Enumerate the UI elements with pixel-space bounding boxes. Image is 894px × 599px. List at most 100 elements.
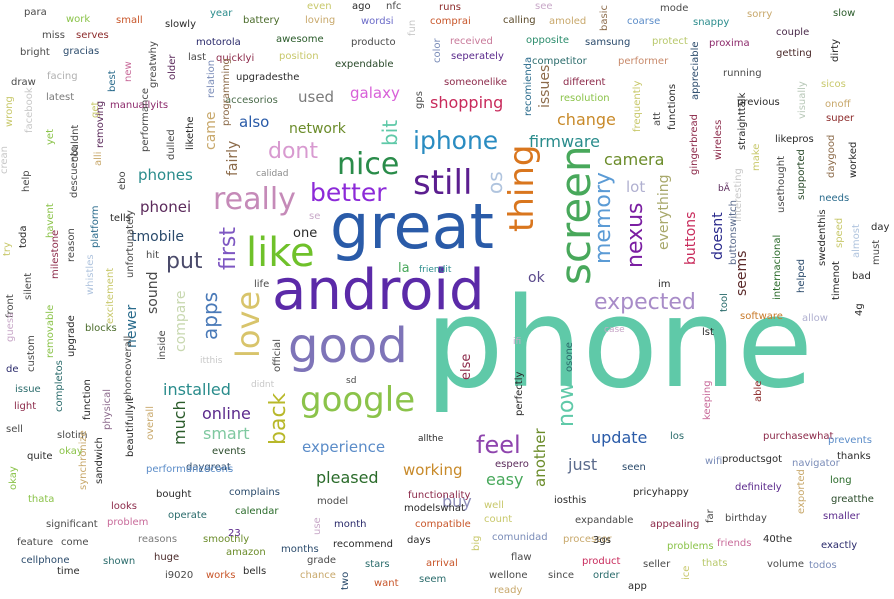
word-smoothly: reasons [138,534,178,545]
word-amoled: amoled [549,16,587,27]
word-new: issues [537,64,553,108]
word-samsung: samsung [585,37,631,48]
word-helped: speed [834,217,845,248]
word-accesorios: accesorios [225,95,278,106]
word-change: change [557,110,616,129]
word-didnt: didnt [251,380,275,390]
word-visually: supported [796,149,807,200]
word-programming: likethe [185,116,196,150]
word-position: position [279,51,319,62]
word-looks: greatthe [831,494,874,505]
word-synchronize: beautifullyit [125,397,136,457]
word-supported: usethought [776,155,787,213]
word-physical: completos [54,360,65,412]
word-even: even [307,1,332,12]
word-descuento: platform [90,205,101,249]
word-opposite: opposite [526,35,569,46]
word-wordsi: wordsi [361,16,394,27]
word-significant: iosthis [554,495,587,506]
word-performancecons: daygreat [186,462,231,473]
word-since: wellone [489,570,528,581]
word-feature: compatible [415,519,471,530]
word-expected: expected [594,290,696,315]
word-dulled: performance [140,87,151,152]
word-prevents: purchasewhat [763,431,834,442]
word-months: amazon [226,547,266,558]
word-completos: function [82,379,93,420]
word-espero: okay [59,446,83,457]
word-overall: phoneoverall [123,335,134,401]
word-smart: smart [203,424,250,443]
word-nfc: nfc [386,1,402,12]
word-couldnt: yet [45,129,56,145]
word-gps: basic [599,5,610,31]
word-im: im [658,279,671,290]
word-shown: time [57,566,80,577]
word-draw: draw [11,77,36,88]
word-issues: recomienda [523,56,534,116]
word-phoneoverall: physical [102,389,113,430]
word-light: light [14,401,37,412]
word-interesting: make [751,143,762,171]
word-thats: seller [643,559,671,570]
word-much: much [170,400,189,445]
word-pleased: pleased [316,468,379,487]
word-fairly: fairly [225,140,241,176]
word-compare: compare [173,290,189,352]
word-camera: camera [604,150,665,169]
word-flaw: months [281,544,319,555]
word-keeping: exported [796,469,807,514]
word-alli: removing [95,100,106,148]
word-time: todos [809,560,837,571]
word-bought: thata [28,494,55,505]
word-friends: problems [667,541,714,552]
word-grade: bells [243,566,267,577]
word-quicklyi: quicklyi [216,53,255,64]
word-worked: daygood [826,134,837,178]
word-easy: easy [486,470,524,489]
word-one: one [293,226,318,241]
word-relation: older [167,54,178,80]
word-reason: toda [18,225,29,248]
word-thing: thing [502,144,542,232]
word-put: put [166,249,203,274]
word-galaxy: galaxy [350,84,400,102]
word-able: keeping [702,380,713,420]
word-sell: osone [564,342,575,372]
word-love: love [229,290,267,358]
word-arrival: stars [365,559,390,570]
word-sd: sd [346,376,357,386]
word-allow: allow [802,313,828,324]
word-running: running [723,68,762,79]
word-likepros: likepros [775,134,814,145]
word-life: life [254,279,270,290]
word-perfectly: able [753,380,764,402]
word-itthis: itthis [200,356,223,366]
word-inside: inside [157,330,168,360]
word-wifi: bÃ [718,184,730,194]
word-feel: feel [476,431,521,459]
word-reasons: come [61,537,89,548]
word-los: allthe [418,434,444,444]
word-online: online [202,404,251,423]
word-quite: sell [6,424,23,435]
word-snappy: snappy [693,17,730,28]
word-must: almost [851,224,862,258]
word-pricyhappy: complains [229,487,280,498]
word-make: straighttalk [737,92,748,150]
word-network: network [289,121,346,137]
word-silent: unfortunately [125,210,136,278]
word-problems: 3gs [593,535,611,546]
word-proxima: proxima [709,38,750,49]
word-case: case [604,325,625,335]
word-fun: ice [681,565,692,580]
word-havent: help [21,170,32,192]
word-product: flaw [511,552,532,563]
word-performer: performer [618,56,669,67]
word-smaller: birthday [725,513,767,524]
word-try: descuento [69,145,80,198]
word-navigator: productsgot [722,454,783,465]
word-speed: dirty [830,38,841,62]
word-calidad: calidad [256,169,289,179]
word-complains: bought [156,489,192,500]
